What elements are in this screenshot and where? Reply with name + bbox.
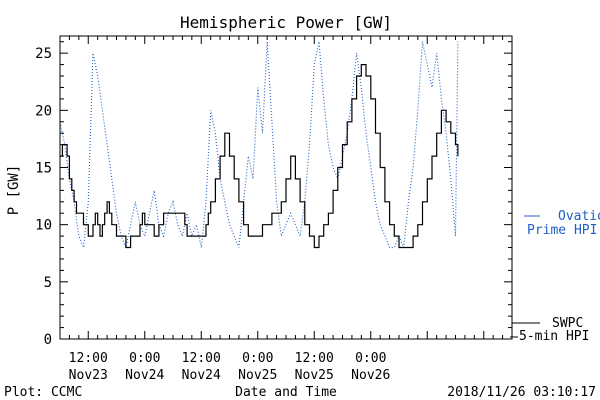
y-tick-label: 25 xyxy=(35,46,52,62)
x-tick-labels: 12:00 Nov23 0:00 Nov24 12:00 Nov24 0:00 Nov25 12… xyxy=(69,351,391,383)
y-tick-label: 15 xyxy=(35,160,52,176)
legend-ovation-label-2: Prime HPI xyxy=(527,223,597,238)
x-tick-label-time: 12:00 xyxy=(295,351,334,366)
x-tick-label-date: Nov23 xyxy=(69,368,108,383)
footer-timestamp: 2018/11/26 03:10:17 xyxy=(447,385,596,400)
legend-ovation-label-1: Ovation xyxy=(558,209,600,224)
y-tick-label: 20 xyxy=(35,103,52,119)
x-tick-label-time: 0:00 xyxy=(129,351,160,366)
x-tick-label-date: Nov26 xyxy=(351,368,390,383)
x-tick-label-time: 12:00 xyxy=(182,351,221,366)
y-tick-label: 5 xyxy=(44,275,52,291)
x-tick-label-date: Nov24 xyxy=(182,368,221,383)
x-axis-label: Date and Time xyxy=(235,385,337,400)
x-tick-label-time: 12:00 xyxy=(69,351,108,366)
y-axis-label: P [GW] xyxy=(6,165,22,216)
y-tick-labels: 0 5 10 15 20 25 xyxy=(35,46,52,348)
x-tick-label-date: Nov24 xyxy=(125,368,164,383)
x-tick-label-time: 0:00 xyxy=(355,351,386,366)
x-tick-label-date: Nov25 xyxy=(295,368,334,383)
chart-title: Hemispheric Power [GW] xyxy=(180,13,392,32)
plot-frame xyxy=(59,35,513,340)
y-tick-label: 0 xyxy=(44,332,52,348)
x-tick-label-date: Nov25 xyxy=(238,368,277,383)
y-tick-label: 10 xyxy=(35,218,52,234)
axis-ticks xyxy=(59,36,513,340)
legend-swpc-label-1: SWPC xyxy=(552,316,583,331)
legend-swpc-label-2: 5-min HPI xyxy=(519,329,589,344)
x-tick-label-time: 0:00 xyxy=(242,351,273,366)
swpc-line xyxy=(60,63,459,249)
footer-credit: Plot: CCMC xyxy=(4,385,82,400)
swpc-series xyxy=(60,63,459,249)
